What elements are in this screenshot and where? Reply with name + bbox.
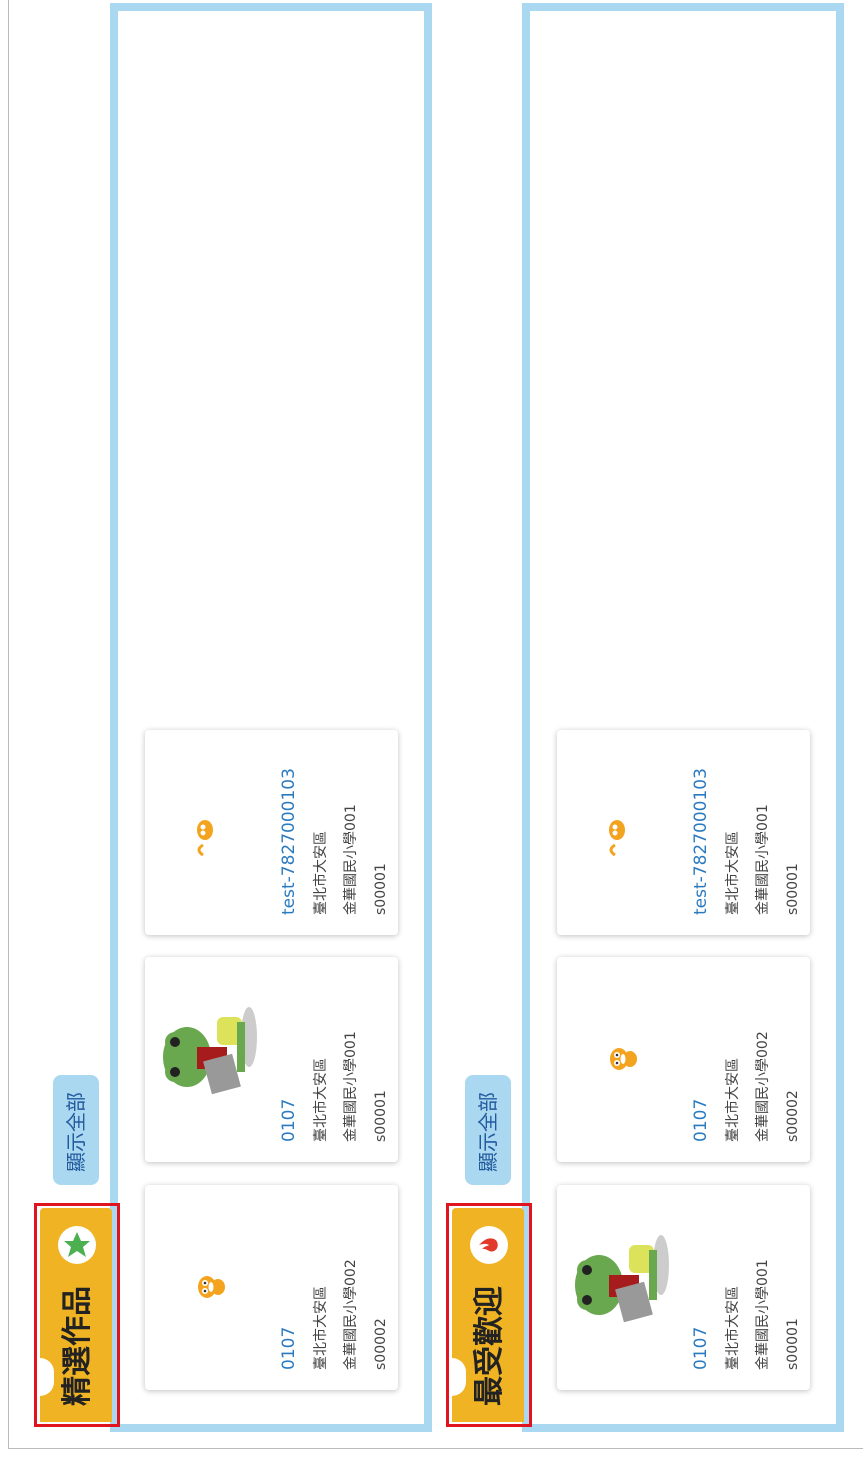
card-school: 金華國民小學002	[339, 1259, 363, 1370]
card-city: 臺北市大安區	[721, 1286, 745, 1370]
card-title: test-7827000103	[689, 768, 713, 915]
card-school: 金華國民小學001	[751, 804, 775, 915]
card-id: s00001	[369, 863, 393, 915]
card-city: 臺北市大安區	[721, 1058, 745, 1142]
section-title: 最受歡迎	[470, 1286, 510, 1406]
project-thumbnail	[185, 1262, 235, 1316]
outer-border-left	[8, 0, 9, 1449]
card-school: 金華國民小學002	[751, 1031, 775, 1142]
card-id: s00002	[369, 1318, 393, 1370]
card-city: 臺北市大安區	[309, 1058, 333, 1142]
card-title: test-7827000103	[277, 768, 301, 915]
card-title: 0107	[689, 1099, 713, 1142]
card-city: 臺北市大安區	[721, 831, 745, 915]
outer-border-bottom	[8, 1448, 863, 1449]
section-icon	[58, 1226, 96, 1264]
project-thumbnail	[569, 1225, 679, 1349]
project-thumbnail	[157, 997, 267, 1121]
card-title: 0107	[689, 1327, 713, 1370]
card-id: s00001	[781, 1318, 805, 1370]
card-city: 臺北市大安區	[309, 1286, 333, 1370]
card-id: s00001	[369, 1090, 393, 1142]
card-city: 臺北市大安區	[309, 831, 333, 915]
project-thumbnail	[597, 1034, 647, 1088]
card-school: 金華國民小學001	[339, 804, 363, 915]
project-thumbnail	[597, 800, 637, 864]
card-title: 0107	[277, 1327, 301, 1370]
page: {"sections": [ {"title": "精選作品", "show_a…	[0, 0, 863, 1457]
card-school: 金華國民小學001	[339, 1031, 363, 1142]
card-id: s00002	[781, 1090, 805, 1142]
card-title: 0107	[277, 1099, 301, 1142]
card-id: s00001	[781, 863, 805, 915]
card-school: 金華國民小學001	[751, 1259, 775, 1370]
section-title: 精選作品	[58, 1286, 98, 1406]
section-icon	[470, 1226, 508, 1264]
project-thumbnail	[185, 800, 225, 864]
show-all-label: 顯示全部	[474, 1092, 502, 1172]
show-all-label: 顯示全部	[62, 1092, 90, 1172]
